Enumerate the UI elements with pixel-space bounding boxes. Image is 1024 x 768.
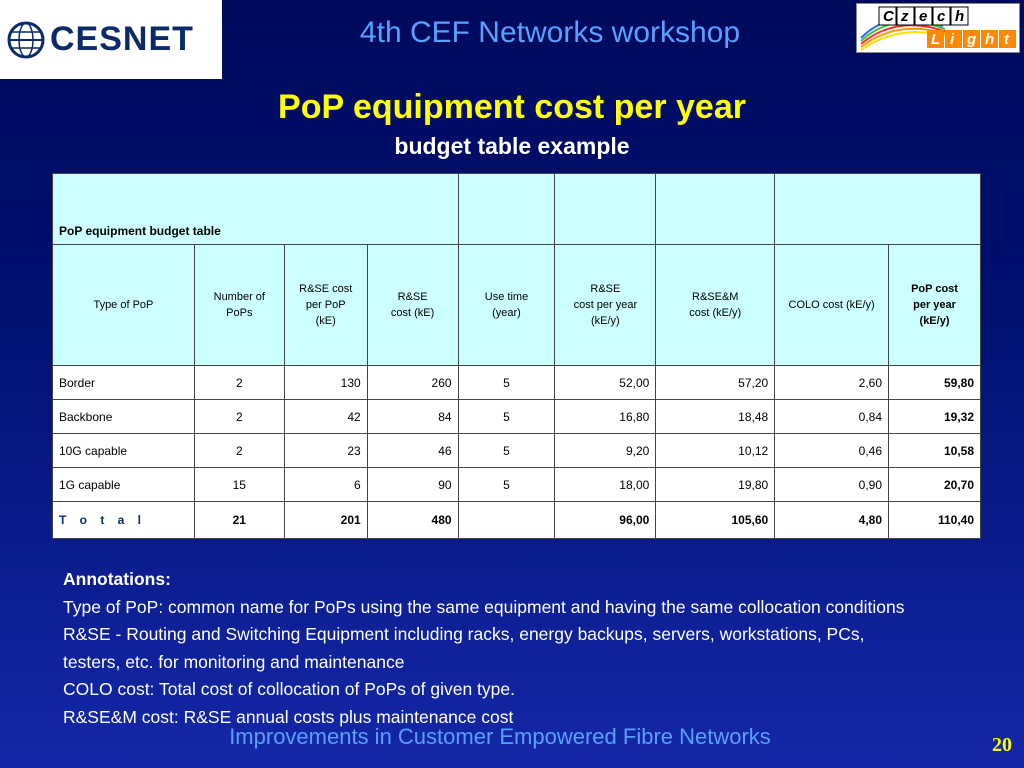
budget-table: PoP equipment budget table Type of PoP N… [52, 173, 981, 539]
table-cell: 84 [366, 399, 459, 434]
table-cell: 10,58 [888, 433, 981, 468]
page-number: 20 [992, 734, 1012, 756]
table-cell: 130 [283, 365, 368, 400]
table-cell: 19,32 [888, 399, 981, 434]
svg-text:e: e [919, 8, 927, 25]
total-cell: 21 [193, 501, 285, 539]
table-cell: 9,20 [554, 433, 657, 468]
total-cell: 480 [366, 501, 459, 539]
col-header-rse-cost-per-year: R&SE cost per year (kE/y) [554, 244, 657, 366]
table-cell: 57,20 [655, 365, 776, 400]
total-cell: 105,60 [655, 501, 776, 539]
annotation-line: testers, etc. for monitoring and mainten… [63, 651, 405, 672]
annotation-line: R&SE - Routing and Switching Equipment i… [63, 624, 865, 644]
table-cell: 0,84 [774, 399, 890, 434]
czech-light-logo: C z e c h L i g h t [856, 3, 1020, 53]
table-cell: 5 [457, 365, 556, 400]
col-header-pop-cost: PoP cost per year (kE/y) [888, 244, 981, 366]
total-cell [457, 501, 556, 539]
svg-text:L: L [931, 31, 940, 48]
slide-title: PoP equipment cost per year [278, 88, 746, 126]
czech-light-graphic: C z e c h L i g h t [860, 6, 1016, 51]
svg-text:t: t [1004, 31, 1010, 48]
col-header-colo-cost: COLO cost (kE/y) [774, 244, 890, 366]
table-row: 1G capable 15 6 90 5 18,00 19,80 0,90 20… [52, 467, 981, 502]
slide-subtitle: budget table example [394, 133, 630, 159]
total-cell: 110,40 [888, 501, 981, 539]
annotations: Annotations: Type of PoP: common name fo… [63, 566, 983, 731]
table-caption: PoP equipment budget table [52, 173, 459, 245]
table-total-row: T o t a l 21 201 480 96,00 105,60 4,80 1… [52, 501, 981, 539]
col-header-number: Number of PoPs [193, 244, 285, 366]
table-cell: Backbone [52, 399, 195, 434]
svg-text:h: h [985, 31, 994, 48]
col-header-type: Type of PoP [52, 244, 195, 366]
table-cell: 15 [193, 467, 285, 502]
table-cell: 90 [366, 467, 459, 502]
svg-text:i: i [950, 31, 955, 48]
table-cell: 52,00 [554, 365, 657, 400]
table-cell: 23 [283, 433, 368, 468]
table-row: Border 2 130 260 5 52,00 57,20 2,60 59,8… [52, 365, 981, 400]
table-cell: 260 [366, 365, 459, 400]
svg-text:h: h [955, 8, 964, 25]
table-cell: 1G capable [52, 467, 195, 502]
table-cell: 10G capable [52, 433, 195, 468]
table-cell: 20,70 [888, 467, 981, 502]
table-cell: 16,80 [554, 399, 657, 434]
table-caption-row: PoP equipment budget table [52, 173, 981, 245]
annotation-line: COLO cost: Total cost of collocation of … [63, 679, 515, 699]
table-cell: 2 [193, 399, 285, 434]
table-cell: 5 [457, 399, 556, 434]
table-cell [554, 173, 657, 245]
total-cell: 4,80 [774, 501, 890, 539]
svg-text:g: g [966, 31, 976, 48]
table-cell: 19,80 [655, 467, 776, 502]
table-cell: 0,46 [774, 433, 890, 468]
svg-text:z: z [900, 8, 909, 25]
table-row: 10G capable 2 23 46 5 9,20 10,12 0,46 10… [52, 433, 981, 468]
globe-icon [7, 21, 45, 58]
total-cell: 96,00 [554, 501, 657, 539]
workshop-title: 4th CEF Networks workshop [359, 16, 741, 49]
table-cell: 2 [193, 365, 285, 400]
annotations-heading: Annotations: [63, 569, 171, 589]
table-cell: 10,12 [655, 433, 776, 468]
table-cell [457, 173, 556, 245]
table-cell: 59,80 [888, 365, 981, 400]
table-cell: 2 [193, 433, 285, 468]
svg-text:c: c [937, 8, 946, 25]
cesnet-logo: CESNET [0, 0, 222, 79]
table-cell: 46 [366, 433, 459, 468]
table-cell: 6 [283, 467, 368, 502]
col-header-rsem-cost: R&SE&M cost (kE/y) [655, 244, 776, 366]
annotation-line: Type of PoP: common name for PoPs using … [63, 596, 905, 617]
col-header-rse-cost-per-pop: R&SE cost per PoP (kE) [283, 244, 368, 366]
total-cell: 201 [283, 501, 368, 539]
table-cell: 5 [457, 467, 556, 502]
footer-text: Improvements in Customer Empowered Fibre… [229, 724, 771, 749]
cesnet-wordmark: CESNET [50, 20, 194, 58]
table-cell: 0,90 [774, 467, 890, 502]
table-cell [655, 173, 776, 245]
table-cell [774, 173, 981, 245]
annotation-line: R&SE&M cost: R&SE annual costs plus main… [63, 706, 514, 727]
table-row: Backbone 2 42 84 5 16,80 18,48 0,84 19,3… [52, 399, 981, 434]
total-label: T o t a l [52, 501, 195, 539]
table-cell: 5 [457, 433, 556, 468]
table-cell: 42 [283, 399, 368, 434]
table-cell: 2,60 [774, 365, 890, 400]
table-cell: 18,48 [655, 399, 776, 434]
col-header-rse-cost: R&SE cost (kE) [366, 244, 459, 366]
col-header-use-time: Use time (year) [457, 244, 556, 366]
table-cell: 18,00 [554, 467, 657, 502]
svg-text:C: C [883, 8, 895, 25]
table-header-row: Type of PoP Number of PoPs R&SE cost per… [52, 244, 981, 366]
table-cell: Border [52, 365, 195, 400]
